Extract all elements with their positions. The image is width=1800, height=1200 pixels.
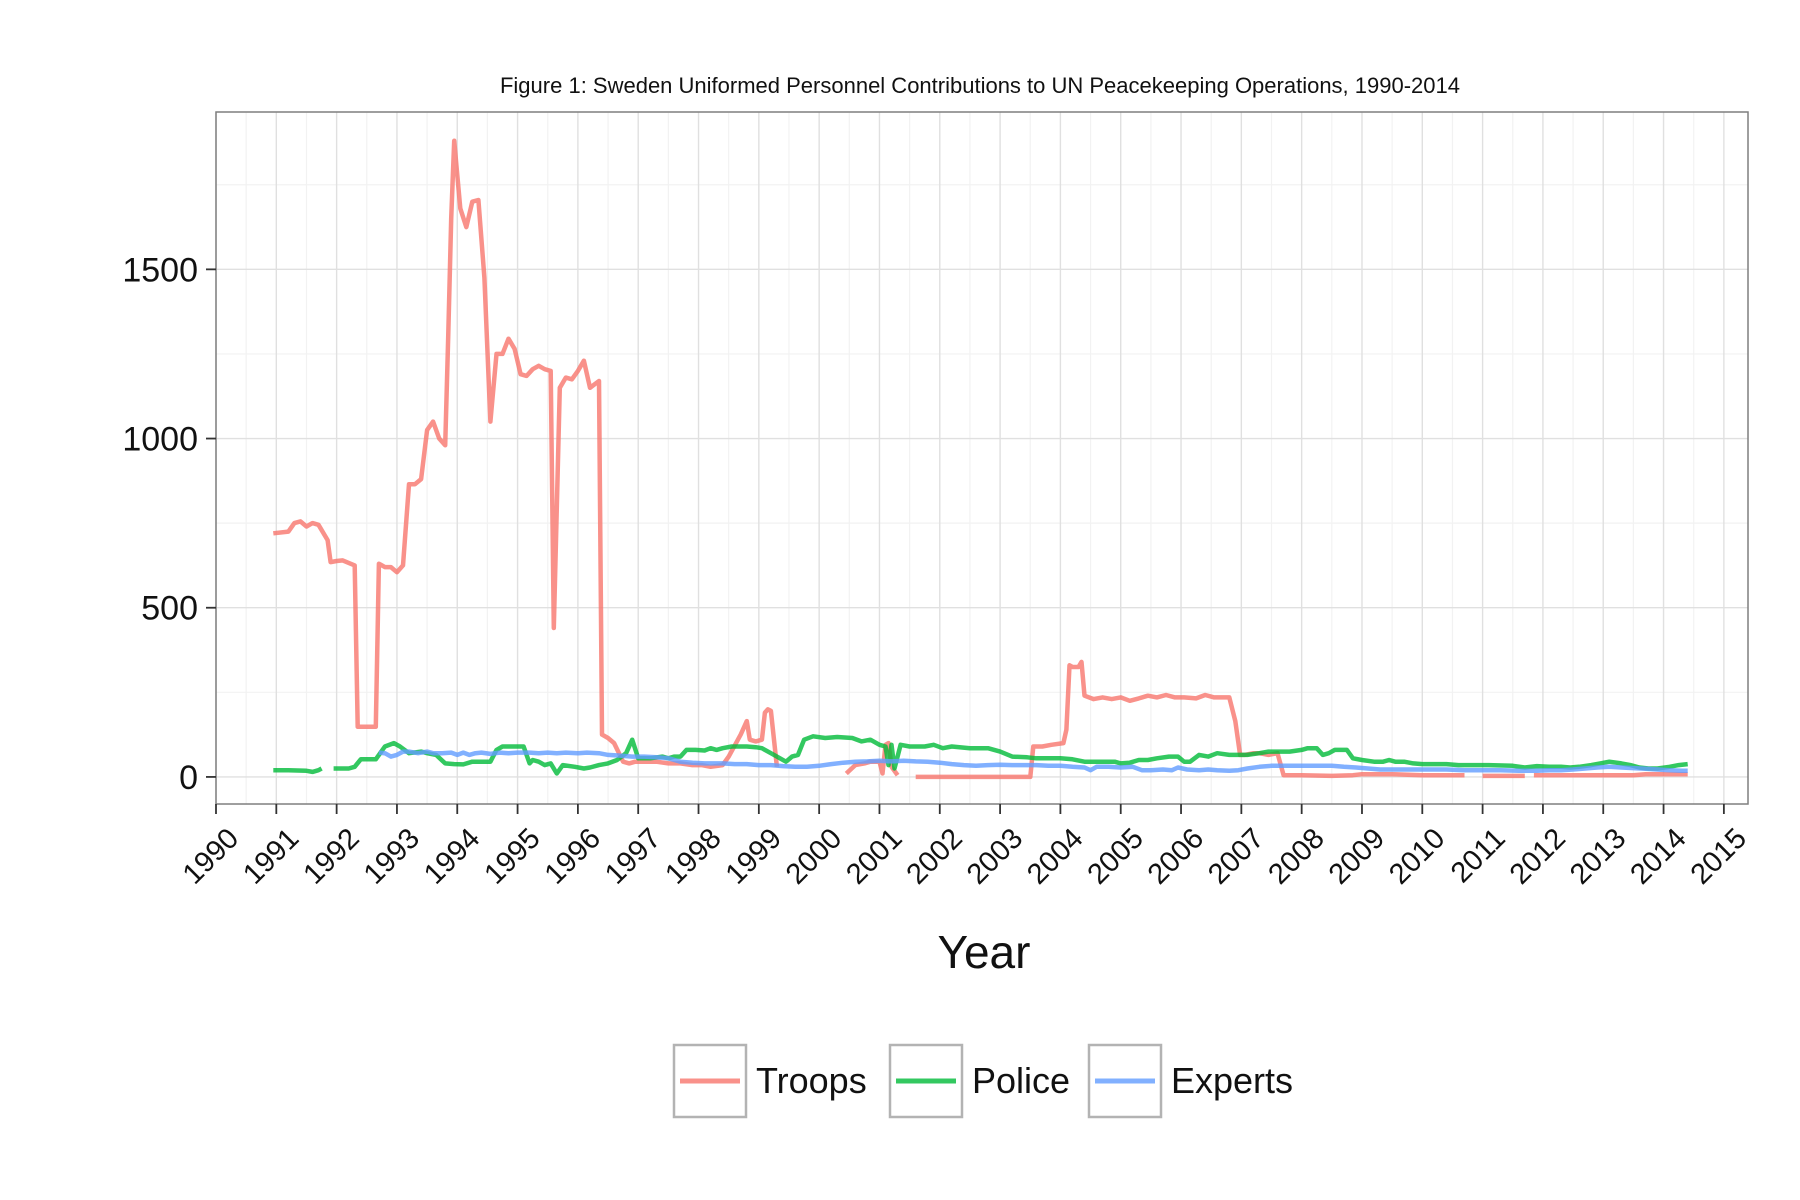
- y-tick-label: 1000: [122, 421, 198, 459]
- y-axis: 0 500 1000 1500: [122, 251, 216, 797]
- legend: Troops Police Experts: [672, 1043, 1293, 1119]
- series-layer: [273, 138, 1688, 780]
- legend-label-troops: Troops: [756, 1060, 867, 1101]
- x-tick-label: 1996: [539, 822, 607, 890]
- x-tick-label: 2006: [1142, 822, 1210, 890]
- series-line-experts: [378, 749, 1688, 774]
- x-tick-label: 2008: [1263, 822, 1331, 890]
- legend-item-troops: Troops: [672, 1043, 867, 1119]
- x-tick-label: 1991: [237, 822, 305, 890]
- x-tick-label: 2009: [1323, 822, 1391, 890]
- legend-item-experts: Experts: [1087, 1043, 1293, 1119]
- x-tick-label: 2000: [780, 822, 848, 890]
- x-tick-label: 2012: [1504, 822, 1572, 890]
- legend-item-police: Police: [888, 1043, 1070, 1119]
- x-tick-label: 1992: [297, 822, 365, 890]
- x-tick-label: 2010: [1383, 822, 1451, 890]
- x-tick-label: 1999: [720, 822, 788, 890]
- y-tick-label: 1500: [122, 251, 198, 289]
- x-axis-title: Year: [938, 926, 1031, 978]
- x-tick-label: 1998: [659, 822, 727, 890]
- x-tick-label: 2007: [1202, 822, 1270, 890]
- y-tick-label: 500: [141, 590, 198, 628]
- series-line-troops: [1533, 771, 1688, 778]
- x-tick-label: 1993: [358, 822, 426, 890]
- x-axis: 1990199119921993199419951996199719981999…: [177, 804, 1753, 891]
- x-tick-label: 2001: [840, 822, 908, 890]
- x-tick-label: 2003: [961, 822, 1029, 890]
- x-tick-label: 2011: [1445, 822, 1512, 889]
- series-line-police: [273, 766, 323, 775]
- x-tick-label: 2015: [1685, 822, 1753, 890]
- x-tick-label: 2002: [901, 822, 969, 890]
- major-gridlines: [215, 112, 1748, 804]
- x-tick-label: 1994: [418, 822, 486, 890]
- series-line-troops: [915, 659, 1465, 780]
- x-tick-label: 1995: [478, 822, 546, 890]
- legend-label-police: Police: [972, 1060, 1070, 1101]
- minor-gridlines: [216, 112, 1748, 804]
- x-tick-label: 2014: [1624, 822, 1692, 890]
- plot-panel-border: [215, 111, 1749, 805]
- plot-panel: [216, 112, 1748, 804]
- series-line-police: [333, 734, 1688, 776]
- x-tick-label: 2004: [1021, 822, 1089, 890]
- x-tick-label: 2005: [1082, 822, 1150, 890]
- chart-title: Figure 1: Sweden Uniformed Personnel Con…: [500, 73, 1460, 98]
- x-tick-label: 2013: [1564, 822, 1632, 890]
- y-tick-label: 0: [179, 759, 198, 797]
- legend-label-experts: Experts: [1171, 1060, 1293, 1101]
- x-tick-label: 1997: [599, 822, 667, 890]
- x-tick-label: 1990: [177, 822, 245, 890]
